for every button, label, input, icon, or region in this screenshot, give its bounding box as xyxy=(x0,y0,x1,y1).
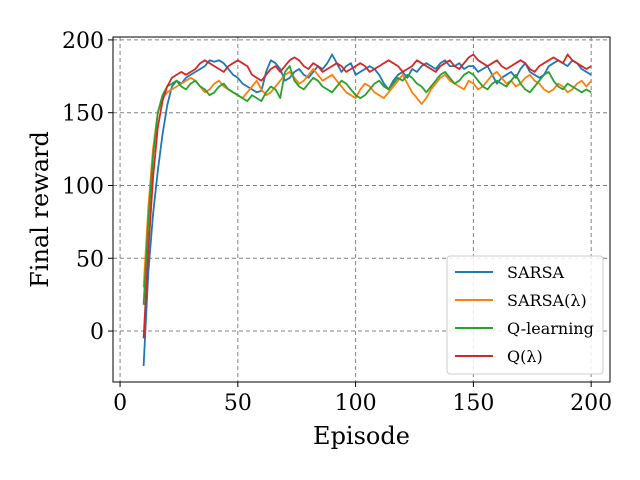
legend-box xyxy=(446,255,604,375)
plot-frame xyxy=(112,36,611,383)
y-axis-label: Final reward xyxy=(26,131,54,288)
legend-entry-label: SARSA xyxy=(507,263,565,282)
x-tick-label: 0 xyxy=(113,391,127,416)
axis-ticks: 0 50 100 150 200 0 50 100 150 200 xyxy=(62,29,612,416)
legend-entry-label: Q-learning xyxy=(507,319,594,338)
series-line xyxy=(142,65,592,305)
y-tick-label: 50 xyxy=(76,247,104,272)
legend-entry-label: Q(λ) xyxy=(507,347,543,366)
y-tick-label: 0 xyxy=(90,320,104,345)
x-tick-label: 50 xyxy=(224,391,252,416)
y-tick-label: 200 xyxy=(62,29,104,54)
x-tick-label: 100 xyxy=(335,391,377,416)
x-tick-label: 150 xyxy=(452,391,494,416)
x-axis-label: Episode xyxy=(313,422,410,450)
legend-entry-label: SARSA(λ) xyxy=(507,291,587,310)
series-lines xyxy=(142,53,592,367)
legend: SARSA SARSA(λ) Q-learning Q(λ) xyxy=(446,255,604,375)
y-tick-label: 100 xyxy=(62,174,104,199)
y-tick-label: 150 xyxy=(62,102,104,127)
series-line xyxy=(142,53,592,339)
series-line xyxy=(142,68,592,288)
x-tick-label: 200 xyxy=(570,391,612,416)
